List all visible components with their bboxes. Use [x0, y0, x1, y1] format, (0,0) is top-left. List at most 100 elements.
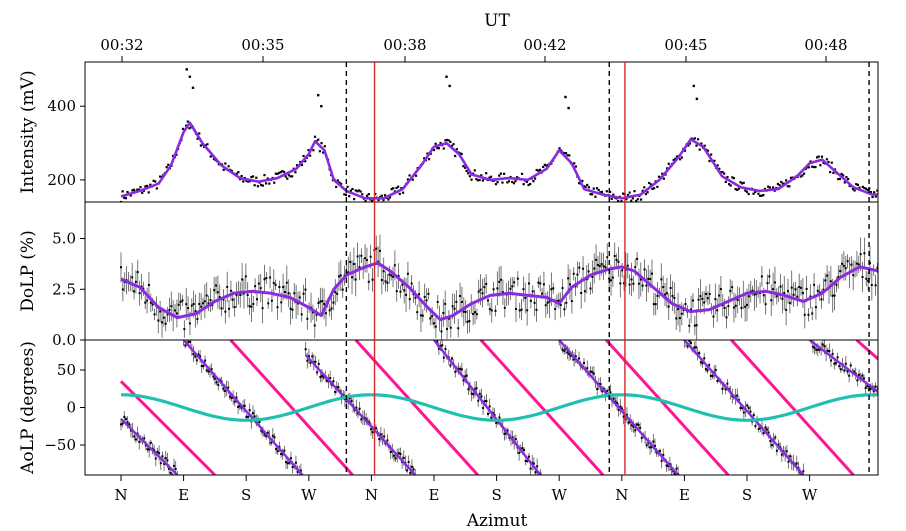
- data-point: [760, 194, 763, 197]
- data-point: [610, 197, 613, 200]
- azimuth-tick-label: S: [742, 486, 752, 504]
- data-point: [705, 292, 708, 295]
- data-point: [566, 351, 569, 354]
- data-point: [387, 198, 390, 201]
- panel-aolp: −50 0 50 AoLP (degrees): [18, 339, 879, 476]
- data-point: [612, 193, 615, 196]
- data-point: [238, 405, 241, 408]
- data-point: [168, 308, 171, 311]
- data-point: [723, 172, 726, 175]
- data-point: [235, 294, 238, 297]
- data-point: [671, 294, 674, 297]
- data-point: [832, 171, 835, 174]
- data-point: [789, 455, 792, 458]
- data-point: [837, 276, 840, 279]
- data-point: [245, 415, 248, 418]
- data-point: [153, 313, 156, 316]
- data-point: [317, 302, 320, 305]
- data-point: [666, 167, 669, 170]
- data-point: [294, 461, 297, 464]
- data-point: [856, 379, 859, 382]
- data-point: [316, 371, 319, 374]
- data-point: [770, 444, 773, 447]
- data-point: [645, 284, 648, 287]
- data-point: [656, 294, 659, 297]
- data-point: [459, 368, 462, 371]
- data-point: [195, 359, 198, 362]
- data-point: [817, 155, 820, 158]
- data-point: [605, 190, 608, 193]
- panel-plot-area: [119, 340, 878, 475]
- data-point: [204, 359, 207, 362]
- data-point: [866, 188, 869, 192]
- data-point: [488, 405, 491, 408]
- data-point: [235, 172, 238, 175]
- data-point: [870, 284, 873, 287]
- data-point: [789, 176, 793, 179]
- data-point: [328, 309, 331, 312]
- y-axis-title: AoLP (degrees): [18, 341, 38, 475]
- data-point: [343, 193, 346, 196]
- data-point: [830, 161, 833, 164]
- data-point: [566, 154, 569, 157]
- data-point: [442, 147, 445, 150]
- data-point: [786, 185, 789, 188]
- data-point: [467, 172, 470, 175]
- data-point: [673, 472, 676, 475]
- data-point: [306, 317, 309, 320]
- data-point: [703, 301, 706, 304]
- data-point: [414, 296, 417, 299]
- data-point: [348, 397, 351, 400]
- data-point: [799, 175, 802, 178]
- data-point: [572, 272, 575, 275]
- top-tick-label: 00:38: [383, 36, 426, 54]
- data-point: [126, 421, 129, 424]
- data-point: [620, 407, 623, 410]
- data-point: [760, 275, 763, 278]
- data-point: [166, 313, 169, 316]
- data-point: [822, 161, 825, 165]
- data-point: [876, 266, 878, 269]
- data-point: [630, 199, 633, 202]
- data-point: [146, 299, 149, 302]
- data-point: [464, 375, 467, 378]
- data-point: [688, 340, 691, 342]
- data-point: [734, 188, 737, 191]
- data-point: [419, 314, 422, 317]
- data-point: [901, 188, 903, 190]
- data-point: [275, 448, 278, 451]
- data-point: [410, 282, 413, 285]
- data-point: [175, 312, 178, 315]
- data-point: [224, 162, 227, 165]
- data-point: [781, 182, 784, 185]
- data-point: [192, 353, 195, 356]
- data-point: [154, 180, 157, 183]
- data-point: [406, 178, 410, 181]
- data-point: [606, 256, 609, 259]
- data-point: [439, 141, 442, 145]
- data-point: [765, 428, 768, 431]
- data-point: [842, 174, 845, 177]
- data-point: [393, 264, 396, 267]
- data-point: [569, 283, 572, 286]
- data-point: [432, 148, 436, 152]
- azimuth-tick-label: N: [114, 486, 127, 504]
- data-point: [511, 436, 514, 439]
- data-point: [640, 436, 643, 439]
- data-point: [843, 369, 846, 372]
- data-point: [690, 308, 693, 311]
- data-point: [207, 370, 210, 373]
- data-point: [436, 340, 439, 343]
- data-point: [869, 190, 872, 194]
- data-point: [813, 283, 816, 286]
- data-point: [767, 185, 770, 188]
- data-point: [434, 325, 437, 328]
- data-point: [822, 288, 825, 291]
- data-point: [467, 388, 470, 391]
- data-point: [460, 152, 463, 156]
- data-point: [378, 438, 381, 441]
- data-point: [360, 418, 363, 421]
- data-point: [488, 308, 491, 311]
- data-point: [632, 425, 635, 428]
- data-point: [244, 275, 247, 278]
